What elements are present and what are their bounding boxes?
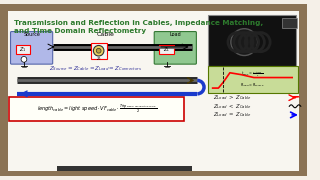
Text: Transmission and Reflection in Cables, Impedance Matching,: Transmission and Reflection in Cables, I… [14,20,263,26]
Text: $Z_{Source} = Z_{Cable} = Z_{Load} = Z_{Connectors}$: $Z_{Source} = Z_{Cable} = Z_{Load} = Z_{… [49,64,142,73]
FancyBboxPatch shape [16,44,30,54]
FancyBboxPatch shape [154,31,196,64]
Circle shape [96,48,101,53]
Text: $Z_c$: $Z_c$ [96,56,102,63]
FancyBboxPatch shape [9,97,184,121]
Polygon shape [0,4,307,176]
FancyBboxPatch shape [208,15,295,66]
Text: $Z_{Load}\ <\ Z_{Cable}$: $Z_{Load}\ <\ Z_{Cable}$ [213,102,251,111]
Text: $t_{max} = \frac{2 \cdot t_{cable}}{1}$: $t_{max} = \frac{2 \cdot t_{cable}}{1}$ [241,69,263,79]
FancyBboxPatch shape [282,18,297,28]
Text: $Z_L$: $Z_L$ [163,45,170,54]
FancyBboxPatch shape [159,44,174,54]
Text: $R_{load} = R_{source}$: $R_{load} = R_{source}$ [240,81,264,89]
Text: Cable: Cable [96,32,114,37]
Circle shape [21,57,27,62]
Circle shape [93,46,104,56]
Text: Source: Source [23,32,40,37]
Text: $Z_{Load}\ >\ Z_{Cable}$: $Z_{Load}\ >\ Z_{Cable}$ [213,93,251,102]
Polygon shape [8,12,299,171]
FancyBboxPatch shape [11,31,53,64]
FancyBboxPatch shape [208,66,298,93]
Text: and Time Domain Reflectometry: and Time Domain Reflectometry [14,28,147,34]
Text: $length_{cable} = light\ speed \cdot VF_{cable} \cdot \frac{Trip_{signal\ around: $length_{cable} = light\ speed \cdot VF_… [37,102,157,114]
Text: $Z_{Load}\ =\ Z_{Cable}$: $Z_{Load}\ =\ Z_{Cable}$ [213,111,251,119]
Circle shape [231,29,258,55]
Text: Load: Load [169,32,181,37]
Bar [58,166,192,171]
Text: $Z_1$: $Z_1$ [19,45,27,54]
FancyBboxPatch shape [91,43,107,59]
